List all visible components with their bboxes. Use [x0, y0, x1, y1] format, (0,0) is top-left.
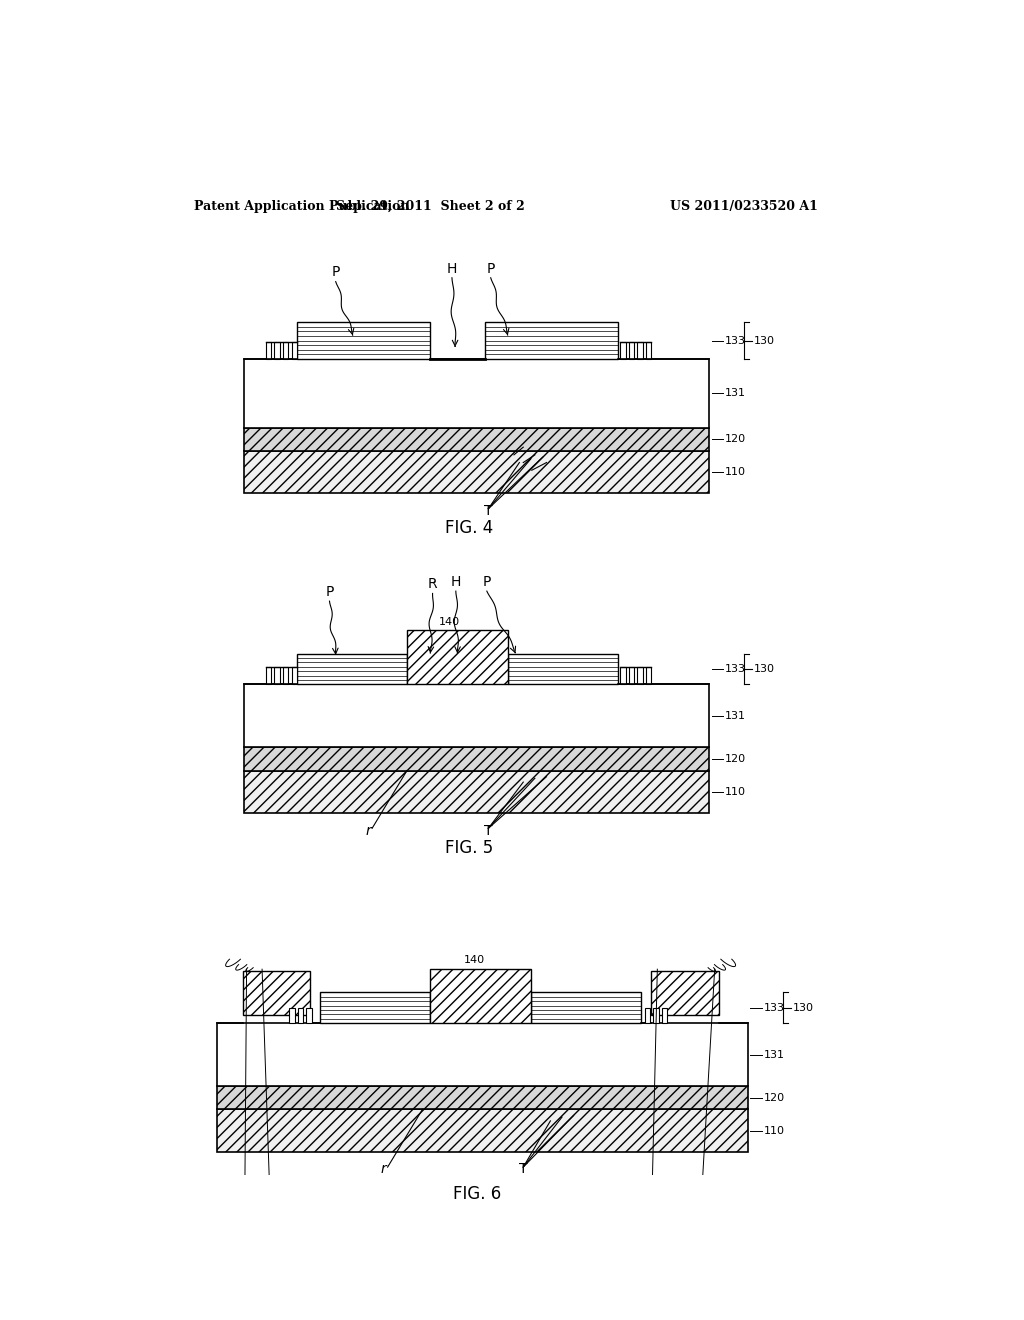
- Bar: [651, 970, 719, 1015]
- Bar: [637, 668, 643, 684]
- Bar: [621, 668, 626, 684]
- Text: T: T: [519, 1163, 527, 1176]
- Bar: [321, 993, 430, 1023]
- Bar: [430, 969, 531, 1023]
- Bar: [306, 1007, 311, 1023]
- Bar: [266, 668, 271, 684]
- Bar: [645, 1007, 650, 1023]
- Text: 120: 120: [725, 434, 745, 445]
- Bar: [245, 359, 710, 428]
- Text: 130: 130: [793, 1003, 814, 1012]
- Text: 120: 120: [725, 754, 745, 764]
- Bar: [298, 1007, 303, 1023]
- Bar: [217, 1109, 748, 1151]
- Text: P: P: [326, 585, 334, 599]
- Text: 133: 133: [764, 1003, 784, 1012]
- Text: H: H: [451, 576, 461, 589]
- Bar: [646, 668, 651, 684]
- Text: US 2011/0233520 A1: US 2011/0233520 A1: [671, 199, 818, 213]
- Text: P: P: [482, 576, 492, 589]
- Text: 140: 140: [439, 616, 460, 627]
- Bar: [245, 451, 710, 494]
- Bar: [484, 322, 617, 359]
- Text: FIG. 4: FIG. 4: [444, 519, 494, 537]
- Text: r: r: [381, 1163, 387, 1176]
- Bar: [245, 771, 710, 813]
- Bar: [407, 631, 508, 684]
- Bar: [662, 1007, 668, 1023]
- Bar: [283, 668, 289, 684]
- Bar: [245, 684, 710, 747]
- Text: R: R: [428, 577, 437, 591]
- Text: 130: 130: [755, 335, 775, 346]
- Text: Patent Application Publication: Patent Application Publication: [194, 199, 410, 213]
- Text: 110: 110: [764, 1126, 784, 1135]
- Text: H: H: [446, 261, 457, 276]
- Bar: [274, 668, 280, 684]
- Text: FIG. 6: FIG. 6: [453, 1185, 501, 1203]
- Text: 140: 140: [464, 956, 485, 965]
- Bar: [245, 428, 710, 451]
- Bar: [621, 342, 626, 359]
- Bar: [508, 653, 617, 684]
- Text: r: r: [366, 824, 371, 838]
- Bar: [245, 747, 710, 771]
- Text: 133: 133: [725, 664, 745, 675]
- Bar: [292, 342, 297, 359]
- Text: 130: 130: [755, 664, 775, 675]
- Text: 131: 131: [764, 1049, 784, 1060]
- Bar: [629, 668, 634, 684]
- Text: 131: 131: [725, 388, 745, 399]
- Text: 110: 110: [725, 467, 745, 477]
- Text: P: P: [486, 261, 495, 276]
- Bar: [243, 970, 310, 1015]
- Bar: [531, 993, 641, 1023]
- Bar: [637, 342, 643, 359]
- Bar: [292, 668, 297, 684]
- Text: 133: 133: [725, 335, 745, 346]
- Bar: [217, 1023, 748, 1086]
- Text: FIG. 5: FIG. 5: [444, 838, 494, 857]
- Bar: [297, 322, 430, 359]
- Text: P: P: [332, 265, 340, 280]
- Text: 110: 110: [725, 787, 745, 797]
- Text: 131: 131: [725, 711, 745, 721]
- Bar: [629, 342, 634, 359]
- Bar: [274, 342, 280, 359]
- Text: T: T: [484, 824, 493, 838]
- Bar: [289, 1007, 295, 1023]
- Text: Sep. 29, 2011  Sheet 2 of 2: Sep. 29, 2011 Sheet 2 of 2: [336, 199, 524, 213]
- Bar: [283, 342, 289, 359]
- Bar: [653, 1007, 658, 1023]
- Bar: [217, 1086, 748, 1109]
- Bar: [646, 342, 651, 359]
- Bar: [266, 342, 271, 359]
- Bar: [297, 653, 407, 684]
- Text: 120: 120: [764, 1093, 784, 1102]
- Text: T: T: [484, 504, 493, 517]
